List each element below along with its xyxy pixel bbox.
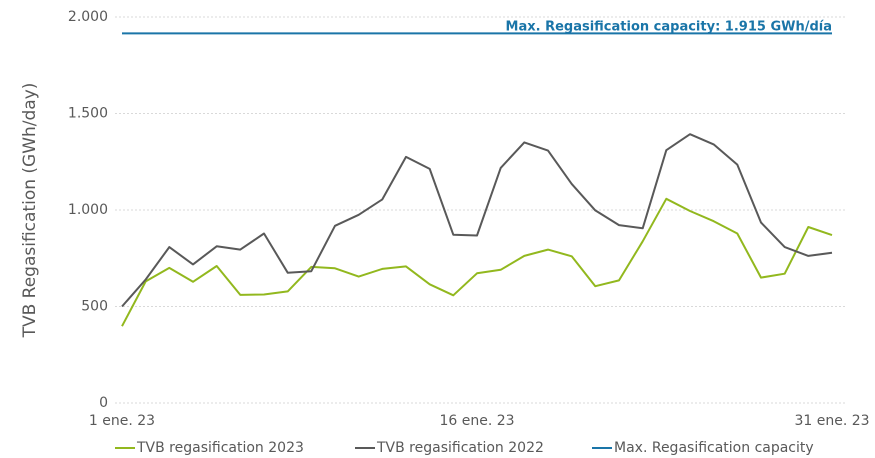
y-axis-label: TVB Regasification (GWh/day) (20, 83, 40, 339)
x-tick-label: 16 ene. 23 (439, 413, 514, 429)
series-line (121, 197, 833, 327)
y-tick-label: 2.000 (68, 9, 108, 25)
legend-label: Max. Regasification capacity (614, 440, 814, 456)
y-tick-label: 1.000 (68, 202, 108, 218)
y-tick-label: 1.500 (68, 106, 108, 122)
y-tick-label: 500 (81, 299, 108, 315)
y-tick-label: 0 (99, 395, 108, 411)
legend-label: TVB regasification 2023 (136, 440, 304, 456)
x-tick-label: 1 ene. 23 (89, 413, 155, 429)
x-tick-label: 31 ene. 23 (794, 413, 869, 429)
annotation: Max. Regasification capacity: 1.915 GWh/… (506, 20, 832, 35)
legend-label: TVB regasification 2022 (376, 440, 544, 456)
series-line (121, 133, 833, 308)
